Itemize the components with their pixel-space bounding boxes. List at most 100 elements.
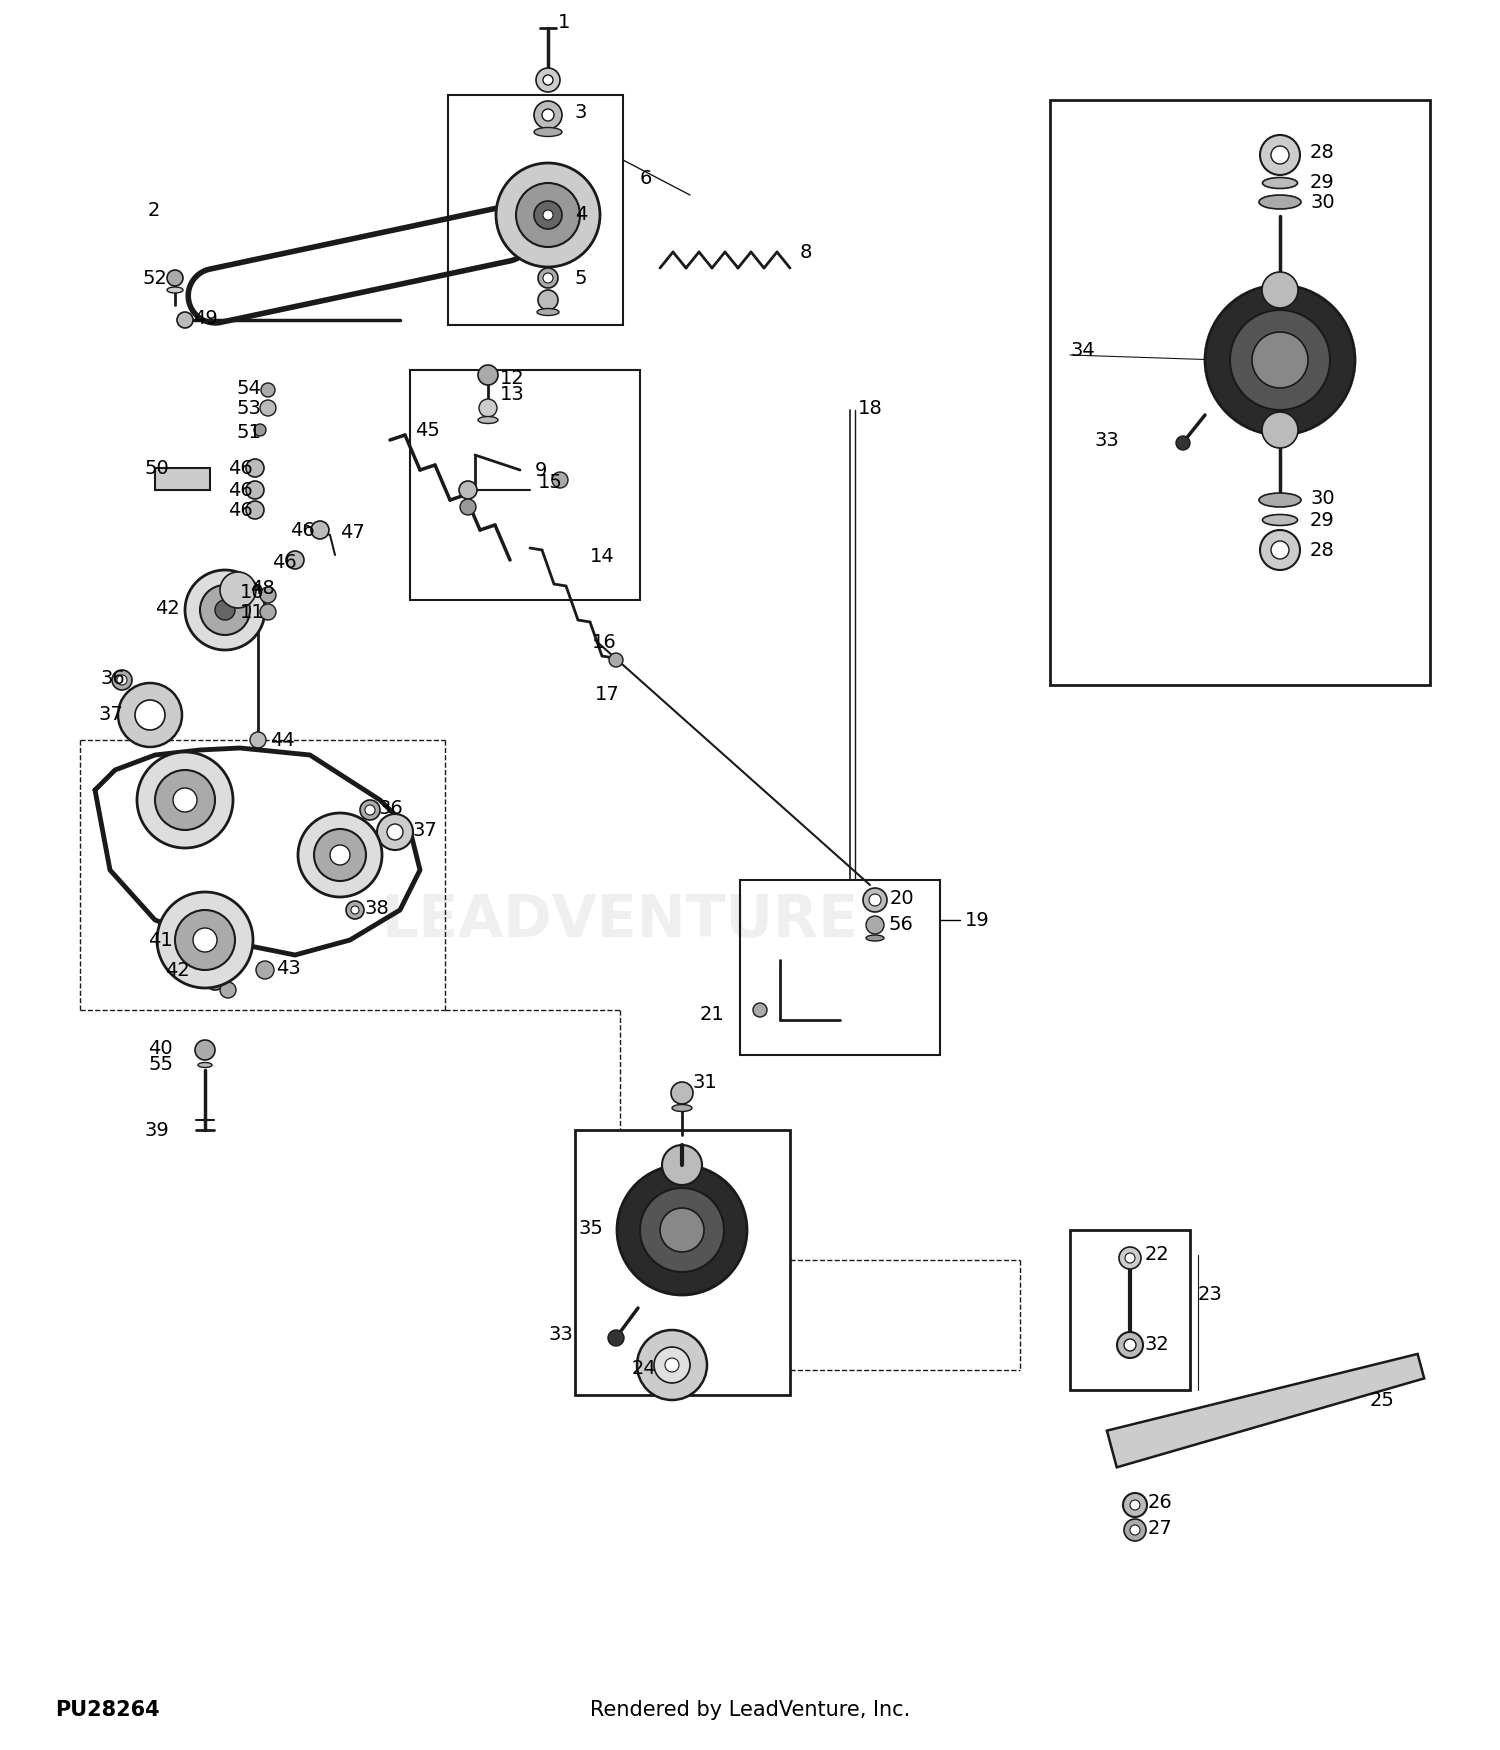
Text: 51: 51 (236, 422, 261, 441)
Text: 38: 38 (364, 898, 388, 917)
Circle shape (112, 670, 132, 690)
Text: 46: 46 (228, 481, 252, 499)
Text: 4: 4 (574, 205, 588, 224)
Ellipse shape (537, 308, 560, 315)
Text: 45: 45 (416, 420, 440, 439)
Text: 29: 29 (1310, 173, 1335, 191)
Circle shape (865, 915, 883, 934)
Circle shape (1124, 1339, 1136, 1351)
Circle shape (478, 366, 498, 385)
Text: 14: 14 (590, 546, 615, 565)
Circle shape (314, 830, 366, 880)
Ellipse shape (478, 416, 498, 424)
Text: 2: 2 (148, 201, 160, 219)
Text: 10: 10 (240, 583, 264, 602)
Ellipse shape (1263, 177, 1298, 189)
Circle shape (543, 273, 554, 284)
Text: 46: 46 (272, 553, 297, 572)
Circle shape (1230, 310, 1330, 410)
Circle shape (1119, 1248, 1142, 1269)
Circle shape (260, 604, 276, 620)
Circle shape (194, 928, 217, 952)
Text: 31: 31 (693, 1073, 717, 1092)
Circle shape (1125, 1253, 1136, 1264)
Circle shape (654, 1348, 690, 1382)
Circle shape (1270, 541, 1288, 558)
Text: 43: 43 (276, 959, 300, 978)
Circle shape (1204, 285, 1354, 436)
Text: 53: 53 (236, 399, 261, 418)
Circle shape (1124, 1493, 1148, 1517)
Circle shape (459, 481, 477, 499)
Text: 20: 20 (890, 889, 915, 908)
Text: 42: 42 (165, 961, 189, 980)
Circle shape (1130, 1524, 1140, 1535)
Bar (410, 369, 640, 600)
Circle shape (1260, 135, 1300, 175)
Ellipse shape (166, 287, 183, 292)
Circle shape (616, 1166, 747, 1295)
Circle shape (360, 800, 380, 821)
Text: 55: 55 (148, 1055, 172, 1074)
Circle shape (1262, 271, 1298, 308)
Text: 34: 34 (1070, 341, 1095, 359)
Text: 22: 22 (1144, 1246, 1170, 1265)
Text: 30: 30 (1310, 192, 1335, 212)
Circle shape (670, 1082, 693, 1104)
Polygon shape (1107, 1354, 1424, 1466)
Circle shape (220, 982, 236, 997)
Circle shape (608, 1330, 624, 1346)
Text: 12: 12 (500, 369, 525, 387)
Text: 26: 26 (1148, 1493, 1173, 1512)
Text: 41: 41 (148, 931, 172, 950)
Circle shape (195, 1040, 214, 1060)
Text: 50: 50 (146, 458, 170, 478)
Text: 28: 28 (1310, 541, 1335, 560)
Circle shape (538, 290, 558, 310)
Bar (154, 467, 210, 490)
Text: PU28264: PU28264 (56, 1699, 159, 1720)
Text: 15: 15 (538, 473, 562, 492)
Circle shape (640, 1188, 724, 1272)
Bar (574, 1130, 790, 1395)
Circle shape (177, 312, 194, 327)
Text: 37: 37 (98, 705, 123, 724)
Circle shape (862, 887, 886, 912)
Circle shape (310, 522, 328, 539)
Text: 24: 24 (632, 1358, 657, 1377)
Circle shape (166, 270, 183, 285)
Text: 54: 54 (236, 378, 261, 397)
Circle shape (552, 473, 568, 488)
Circle shape (1124, 1519, 1146, 1542)
Ellipse shape (865, 934, 883, 942)
Circle shape (516, 184, 580, 247)
Circle shape (543, 210, 554, 220)
Circle shape (1130, 1500, 1140, 1510)
Text: 52: 52 (142, 268, 166, 287)
Circle shape (256, 961, 274, 978)
Text: 18: 18 (858, 399, 882, 418)
Text: 19: 19 (964, 910, 990, 929)
Circle shape (638, 1330, 706, 1400)
Circle shape (158, 892, 254, 989)
Circle shape (176, 910, 236, 970)
Ellipse shape (672, 1104, 692, 1111)
Circle shape (534, 102, 562, 130)
Text: 9: 9 (536, 460, 548, 480)
Circle shape (387, 824, 404, 840)
Ellipse shape (198, 1062, 211, 1068)
Circle shape (662, 1144, 702, 1185)
Circle shape (184, 570, 266, 649)
Text: 36: 36 (378, 798, 402, 817)
Circle shape (346, 901, 364, 919)
Text: 40: 40 (148, 1038, 172, 1057)
Text: 11: 11 (240, 602, 264, 621)
Circle shape (364, 805, 375, 816)
Text: 8: 8 (800, 243, 813, 261)
Text: 3: 3 (574, 103, 588, 123)
Text: Rendered by LeadVenture, Inc.: Rendered by LeadVenture, Inc. (590, 1699, 910, 1720)
Text: 30: 30 (1310, 488, 1335, 508)
Circle shape (261, 383, 274, 397)
Ellipse shape (534, 128, 562, 136)
Text: 46: 46 (228, 458, 252, 478)
